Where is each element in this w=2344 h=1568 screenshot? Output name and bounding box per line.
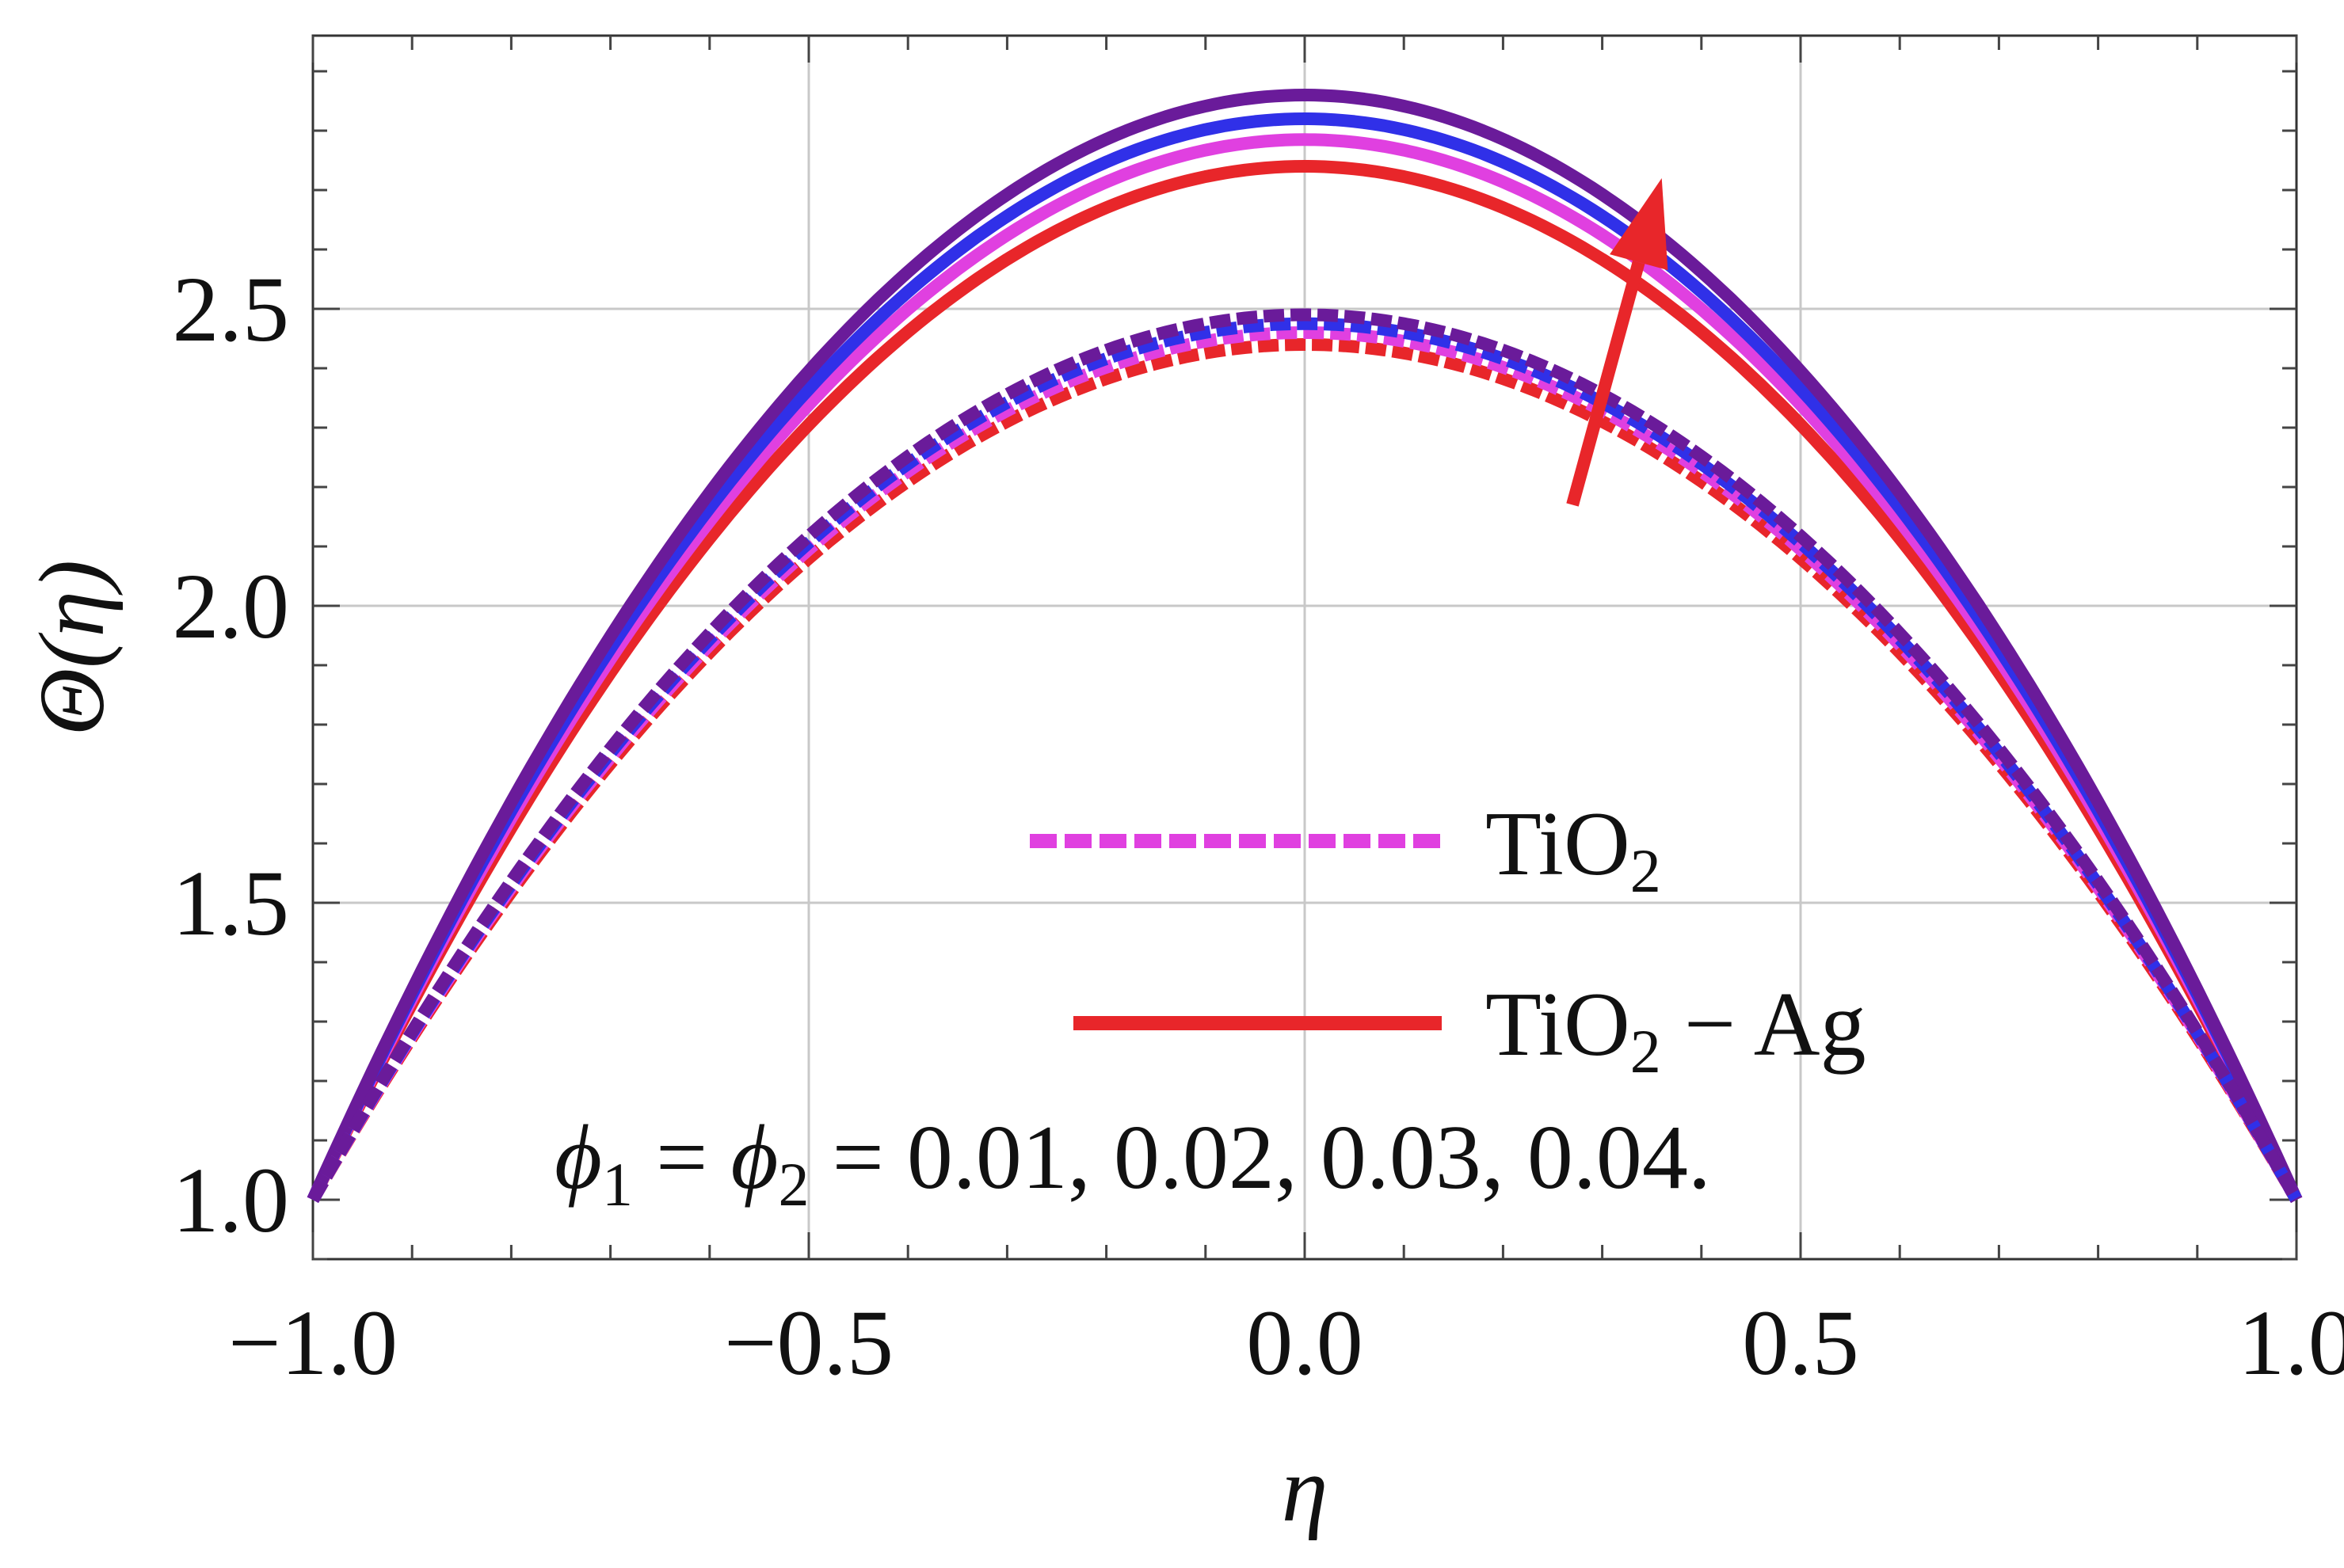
phi1-symbol: ϕ bbox=[555, 1107, 602, 1208]
y-tick-label-2.0: 2.0 bbox=[173, 554, 290, 658]
trend-arrow bbox=[1566, 178, 1668, 507]
legend-label-tio2: TiO2 bbox=[1485, 794, 1661, 905]
y-tick-label-1.0: 1.0 bbox=[173, 1148, 290, 1252]
arrow-head bbox=[1610, 178, 1668, 271]
series-group bbox=[307, 89, 2303, 1204]
phi2-subscript: 2 bbox=[779, 1150, 810, 1219]
y-tick-label-2.5: 2.5 bbox=[173, 257, 290, 361]
phi1-subscript: 1 bbox=[602, 1150, 633, 1219]
legend-label-tio2-ag: TiO2 − Ag bbox=[1485, 974, 1866, 1086]
x-tick-label-1.0: 1.0 bbox=[2238, 1291, 2344, 1395]
series-line-tio2-ag-0-02 bbox=[307, 133, 2303, 1203]
legend-label-tio2-main: TiO bbox=[1485, 794, 1630, 895]
series-line-tio2-0-04 bbox=[307, 308, 2302, 1203]
y-axis-title: Θ(η) bbox=[20, 560, 124, 736]
phi2-symbol: ϕ bbox=[730, 1107, 778, 1208]
series-line-tio2-ag-0-03 bbox=[307, 112, 2303, 1203]
x-axis-title: η bbox=[1282, 1437, 1328, 1541]
annotation-values: = 0.01, 0.02, 0.03, 0.04. bbox=[810, 1107, 1711, 1208]
legend-label-tio2-ag-main: TiO bbox=[1485, 974, 1630, 1075]
annotation-equals: = bbox=[633, 1107, 730, 1208]
legend-label-tio2-sub: 2 bbox=[1630, 836, 1661, 905]
x-tick-label-0.0: 0.0 bbox=[1246, 1291, 1363, 1395]
series-line-tio2-ag-0-04 bbox=[307, 89, 2303, 1203]
y-tick-label-1.5: 1.5 bbox=[173, 851, 290, 955]
arrow-shaft bbox=[1566, 261, 1645, 507]
x-tick-label-neg0.5: −0.5 bbox=[724, 1291, 894, 1395]
x-tick-label-neg1.0: −1.0 bbox=[228, 1291, 398, 1395]
ticks bbox=[311, 36, 2298, 1261]
legend-label-tio2-ag-rest: − Ag bbox=[1661, 974, 1866, 1075]
legend-label-tio2-ag-sub: 2 bbox=[1630, 1017, 1661, 1086]
x-tick-label-0.5: 0.5 bbox=[1742, 1291, 1859, 1395]
phi-annotation: ϕ1 = ϕ2 = 0.01, 0.02, 0.03, 0.04. bbox=[555, 1107, 1711, 1219]
series-line-tio2-ag-0-01 bbox=[307, 160, 2303, 1203]
